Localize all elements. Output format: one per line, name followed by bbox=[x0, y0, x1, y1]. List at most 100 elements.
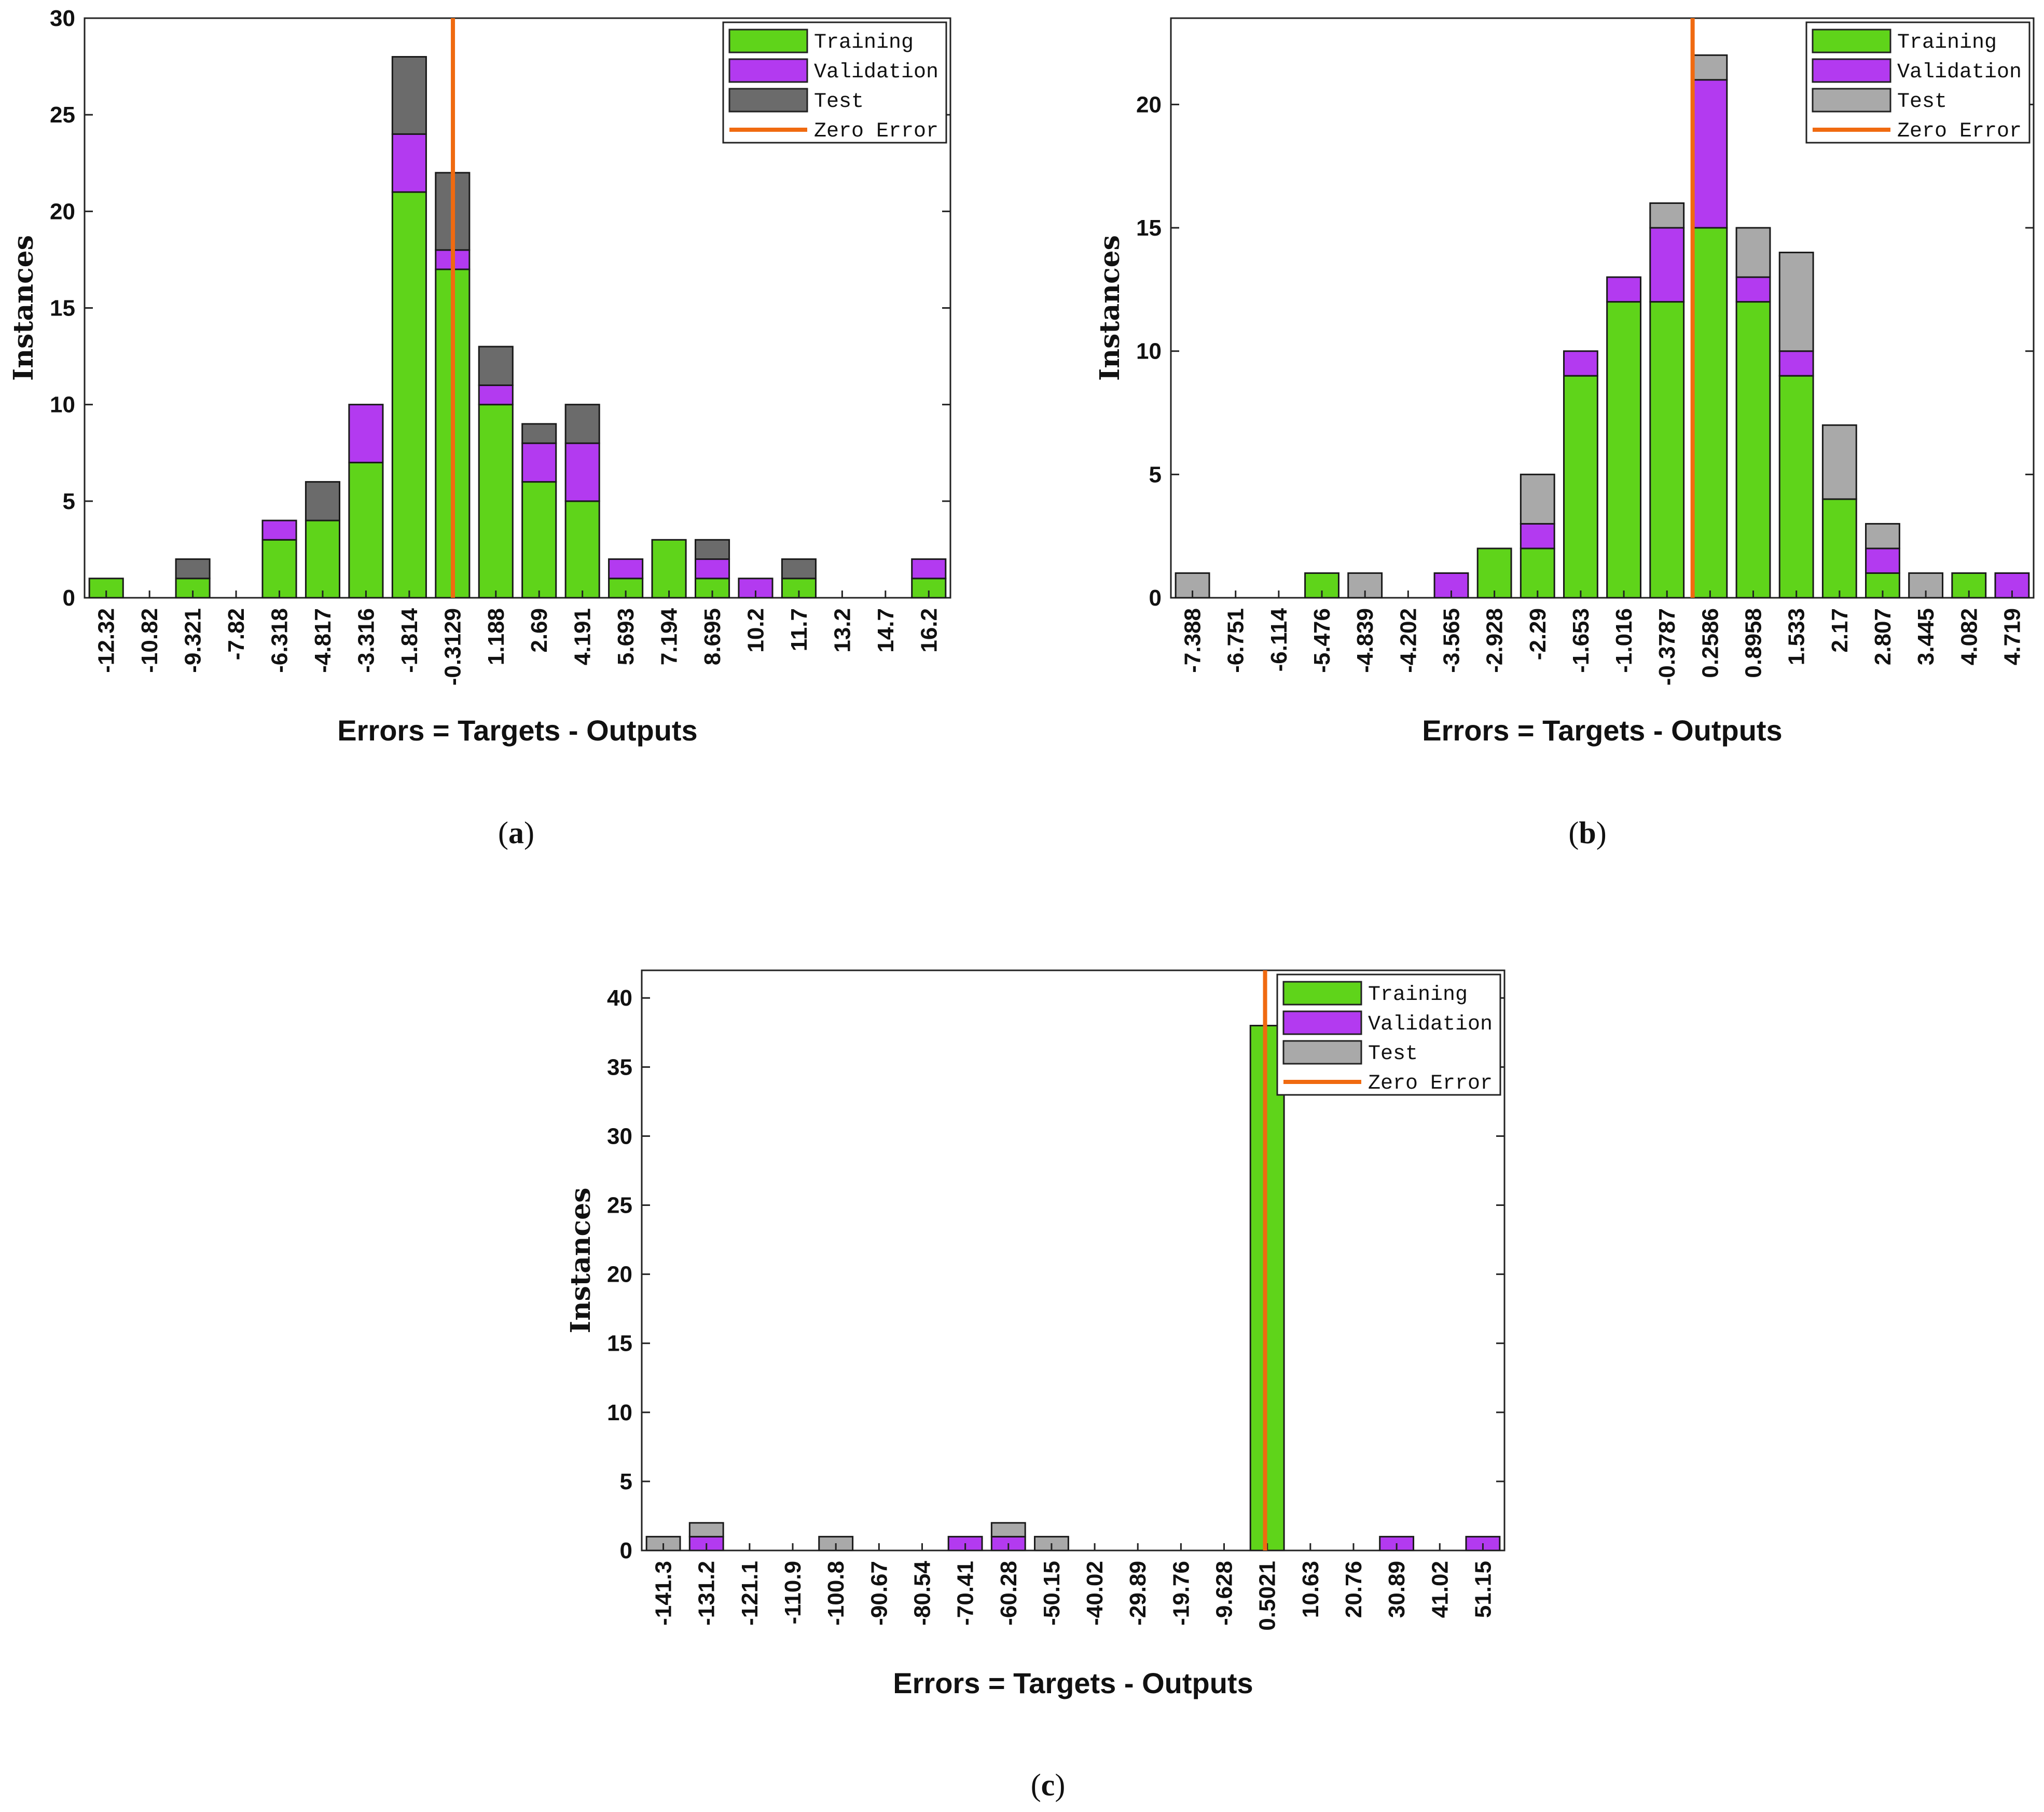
bar-training--1.814 bbox=[391, 191, 427, 599]
x-axis-title: Errors = Targets - Outputs bbox=[1422, 714, 1782, 747]
y-tick-label: 15 bbox=[607, 1331, 632, 1356]
bar-test-11.7 bbox=[781, 558, 817, 580]
bar-test--9.321 bbox=[175, 558, 211, 580]
x-tick-label: -141.3 bbox=[651, 1561, 676, 1626]
x-tick-label: -9.628 bbox=[1212, 1561, 1237, 1626]
legend-label: Zero Error bbox=[1368, 1072, 1493, 1095]
legend-label: Training bbox=[1897, 31, 1997, 54]
y-tick-label: 5 bbox=[620, 1469, 632, 1494]
legend-label: Validation bbox=[1897, 61, 2022, 84]
bar-training-0.2586 bbox=[1692, 227, 1728, 599]
y-tick-label: 20 bbox=[607, 1262, 632, 1287]
bar-validation--1.814 bbox=[391, 133, 427, 193]
bar-test-8.695 bbox=[694, 539, 730, 560]
x-tick-label: -121.1 bbox=[737, 1561, 763, 1626]
bar-test-2.807 bbox=[1865, 523, 1900, 550]
x-tick-label: 0.5021 bbox=[1255, 1561, 1280, 1631]
legend-swatch-test bbox=[1282, 1040, 1362, 1065]
x-tick-label: 30.89 bbox=[1384, 1561, 1410, 1618]
y-tick-label: 0 bbox=[1149, 585, 1162, 611]
bar-validation--1.016 bbox=[1606, 276, 1642, 303]
y-tick-label: 10 bbox=[1136, 339, 1162, 364]
x-tick-label: -10.82 bbox=[137, 608, 162, 673]
y-tick-label: 40 bbox=[607, 985, 632, 1011]
x-tick-label: -4.817 bbox=[310, 608, 336, 673]
y-tick-label: 20 bbox=[1136, 92, 1162, 117]
bar-training--6.318 bbox=[261, 539, 297, 599]
x-tick-label: 2.69 bbox=[527, 608, 552, 653]
y-tick-label: 5 bbox=[1149, 462, 1162, 487]
y-axis-title: Instances bbox=[8, 235, 39, 381]
x-tick-label: 1.533 bbox=[1784, 608, 1810, 665]
y-tick-label: 30 bbox=[607, 1123, 632, 1149]
bar-training--1.653 bbox=[1563, 375, 1598, 599]
y-tick-label: 0 bbox=[63, 585, 75, 611]
legend-swatch-training bbox=[1282, 981, 1362, 1006]
legend-swatch-validation bbox=[1282, 1010, 1362, 1035]
x-tick-label: 11.7 bbox=[786, 608, 812, 651]
x-tick-label: 14.7 bbox=[873, 608, 899, 653]
x-tick-label: -90.67 bbox=[866, 1561, 892, 1626]
x-tick-label: -0.3787 bbox=[1654, 608, 1680, 685]
y-tick-label: 0 bbox=[620, 1538, 632, 1563]
bar-validation-2.807 bbox=[1865, 547, 1900, 574]
legend: Training Validation Test Zero Error bbox=[1276, 973, 1501, 1096]
bar-training--1.016 bbox=[1606, 301, 1642, 599]
bar-training--4.817 bbox=[305, 519, 341, 599]
panel-label: (c) bbox=[1031, 1768, 1066, 1802]
bar-training-0.8958 bbox=[1735, 301, 1771, 599]
bar-validation-8.695 bbox=[694, 558, 730, 580]
legend-label: Test bbox=[1897, 90, 1947, 114]
histogram-panel-c: 0 5 10 15 20 25 30 35 40 -141.3 -131.2 -121.1 -110.9… bbox=[565, 969, 1506, 1802]
bar-test--2.29 bbox=[1520, 473, 1555, 525]
bar-validation-4.191 bbox=[564, 442, 600, 502]
bar-validation-5.693 bbox=[608, 558, 644, 580]
x-tick-label: 0.2586 bbox=[1697, 608, 1723, 678]
x-tick-label: -6.751 bbox=[1223, 608, 1249, 673]
x-tick-label: 13.2 bbox=[830, 608, 855, 653]
legend-swatch-training bbox=[728, 29, 808, 53]
legend-label: Zero Error bbox=[814, 120, 938, 143]
x-tick-label: -1.814 bbox=[397, 608, 422, 672]
bar-validation-0.2586 bbox=[1692, 79, 1728, 229]
x-tick-label: 0.8958 bbox=[1741, 608, 1766, 678]
legend: Training Validation Test Zero Error bbox=[1805, 21, 2031, 144]
bar-validation-2.69 bbox=[521, 442, 557, 483]
x-tick-label: 20.76 bbox=[1341, 1561, 1366, 1618]
x-axis-title: Errors = Targets - Outputs bbox=[893, 1667, 1253, 1699]
legend-label: Test bbox=[814, 90, 864, 114]
bar-test--0.3787 bbox=[1649, 202, 1685, 229]
x-tick-label: -70.41 bbox=[953, 1561, 978, 1626]
bar-validation--2.29 bbox=[1520, 523, 1555, 550]
legend-label: Training bbox=[814, 31, 914, 54]
x-tick-label: -29.89 bbox=[1125, 1561, 1151, 1626]
bar-validation--3.316 bbox=[348, 404, 384, 463]
x-tick-label: -1.653 bbox=[1568, 608, 1594, 673]
bar-validation-0.8958 bbox=[1735, 276, 1771, 303]
x-tick-label: -4.839 bbox=[1352, 608, 1378, 673]
y-tick-label: 25 bbox=[50, 102, 75, 128]
bar-training--2.29 bbox=[1520, 547, 1555, 599]
legend-label: Zero Error bbox=[1897, 120, 2022, 143]
y-tick-label: 35 bbox=[607, 1054, 632, 1080]
y-tick-label: 30 bbox=[50, 6, 75, 31]
x-axis-title: Errors = Targets - Outputs bbox=[337, 714, 697, 747]
x-tick-label: -40.02 bbox=[1082, 1561, 1108, 1626]
y-tick-label: 20 bbox=[50, 199, 75, 224]
x-tick-label: 10.2 bbox=[743, 608, 768, 653]
bar-training-7.194 bbox=[651, 539, 687, 599]
bar-test-1.188 bbox=[478, 346, 514, 386]
x-tick-label: 2.17 bbox=[1827, 608, 1853, 653]
bar-validation-1.533 bbox=[1778, 350, 1814, 377]
bar-test-2.17 bbox=[1821, 424, 1857, 500]
x-tick-label: -5.476 bbox=[1309, 608, 1335, 673]
bar-validation--0.3787 bbox=[1649, 227, 1685, 303]
x-tick-label: -2.29 bbox=[1525, 608, 1551, 660]
x-tick-label: 51.15 bbox=[1470, 1561, 1496, 1618]
y-tick-label: 25 bbox=[607, 1193, 632, 1218]
panel-label: (b) bbox=[1568, 816, 1606, 850]
bar-training-4.191 bbox=[564, 500, 600, 599]
y-tick-label: 5 bbox=[63, 489, 75, 514]
x-tick-label: 2.807 bbox=[1870, 608, 1896, 665]
